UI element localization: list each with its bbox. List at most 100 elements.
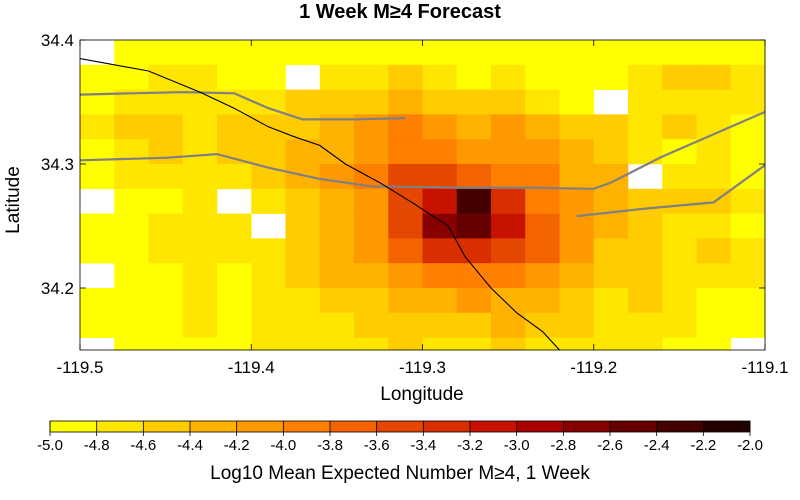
x-tick-label: -119.5	[57, 358, 104, 377]
heatmap-cell	[525, 64, 560, 90]
heatmap-cell	[114, 238, 149, 264]
x-tick-label: -119.4	[228, 358, 275, 377]
heatmap-cell	[422, 40, 458, 66]
heatmap-cell	[628, 238, 663, 264]
heatmap-cell	[354, 263, 389, 289]
colorbar-tick-label: -4.6	[130, 437, 156, 454]
heatmap-cell	[354, 188, 389, 214]
map-overlay	[79, 58, 766, 351]
heatmap-cell	[730, 288, 766, 314]
heatmap-cell	[662, 288, 697, 314]
colorbar-swatch	[376, 421, 424, 432]
colorbar-tick-label: -4.2	[224, 437, 250, 454]
heatmap-cell	[422, 164, 458, 190]
heatmap-cell	[422, 312, 458, 338]
heatmap-cell	[388, 312, 423, 338]
heatmap-cell	[456, 213, 492, 239]
heatmap-cell	[559, 312, 595, 338]
heatmap-cell	[491, 164, 526, 190]
heatmap-cell	[696, 64, 732, 90]
heatmap-cell	[456, 40, 492, 66]
heatmap-cell	[182, 164, 218, 190]
y-tick-label: 34.2	[41, 279, 74, 298]
heatmap-cell	[422, 263, 458, 289]
colorbar: -5.0 -4.8 -4.6 -4.4 -4.2 -4.0 -3.8 -3.6 -3.4 -3.2…	[37, 420, 763, 454]
heatmap-cell	[354, 288, 389, 314]
coastline	[79, 58, 560, 351]
heatmap-cell	[319, 188, 355, 214]
heatmap-cell	[285, 139, 321, 165]
heatmap-cell	[593, 64, 629, 90]
heatmap-cell	[80, 164, 115, 190]
colorbar-swatch	[50, 421, 97, 432]
colorbar-tick-label: -3.4	[410, 437, 436, 454]
heatmap-cell	[285, 337, 321, 351]
heatmap-cell	[730, 139, 766, 165]
heatmap-cell	[525, 238, 560, 264]
heatmap-cell	[730, 64, 766, 90]
heatmap-cell	[525, 139, 560, 165]
heatmap-cell	[319, 288, 355, 314]
heatmap-cell	[285, 89, 321, 115]
heatmap-cell	[319, 164, 355, 190]
heatmap-cell	[251, 64, 286, 90]
colorbar-swatch	[283, 421, 331, 432]
heatmap-cell	[525, 288, 560, 314]
colorbar-swatch	[96, 421, 144, 432]
heatmap-cell	[456, 337, 492, 351]
heatmap-cell	[182, 114, 218, 140]
x-tick-label: -119.3	[399, 358, 446, 377]
fault-line	[79, 90, 406, 121]
heatmap-cell	[559, 89, 595, 115]
heatmap-cell	[217, 164, 252, 190]
heatmap-cell	[525, 40, 560, 66]
heatmap-cell	[148, 288, 184, 314]
heatmap-cell	[388, 263, 423, 289]
colorbar-swatch	[703, 421, 751, 432]
heatmap-cell	[319, 213, 355, 239]
heatmap-cell	[696, 312, 732, 338]
heatmap-cell	[628, 40, 663, 66]
heatmap-cell	[182, 312, 218, 338]
heatmap-cell	[354, 64, 389, 90]
heatmap-cell	[80, 312, 115, 338]
heatmap-cell	[491, 238, 526, 264]
heatmap-cell	[148, 40, 184, 66]
y-tick-label: 34.3	[41, 155, 74, 174]
heatmap-cell	[491, 337, 526, 351]
heatmap-cell	[251, 288, 286, 314]
heatmap-cell	[319, 238, 355, 264]
colorbar-swatch	[423, 421, 471, 432]
heatmap-cell	[285, 312, 321, 338]
heatmap-cell	[662, 114, 697, 140]
heatmap-cell	[80, 288, 115, 314]
heatmap-cell	[491, 213, 526, 239]
heatmap-cell	[696, 40, 732, 66]
heatmap-cell	[114, 40, 149, 66]
colorbar-swatch	[563, 421, 611, 432]
heatmap-cell	[593, 188, 629, 214]
heatmap-cell	[114, 139, 149, 165]
heatmap-cell	[422, 238, 458, 264]
colorbar-tick-label: -4.0	[270, 437, 296, 454]
heatmap-cell	[217, 337, 252, 351]
heatmap-cell	[114, 288, 149, 314]
heatmap-cell	[388, 337, 423, 351]
colorbar-tick-label: -2.4	[644, 437, 670, 454]
heatmap-cell	[388, 40, 423, 66]
heatmap-cell	[559, 114, 595, 140]
heatmap-cell	[662, 64, 697, 90]
heatmap-cell	[319, 337, 355, 351]
heatmap-cell	[730, 312, 766, 338]
heatmap-cell	[114, 64, 149, 90]
heatmap-cell	[525, 263, 560, 289]
heatmap-cell	[422, 139, 458, 165]
heatmap-cell	[696, 89, 732, 115]
heatmap-cell	[285, 238, 321, 264]
heatmap-cell	[593, 114, 629, 140]
heatmap-cell	[182, 139, 218, 165]
heatmap-cell	[662, 312, 697, 338]
heatmap-cell	[251, 238, 286, 264]
heatmap-cell	[388, 238, 423, 264]
